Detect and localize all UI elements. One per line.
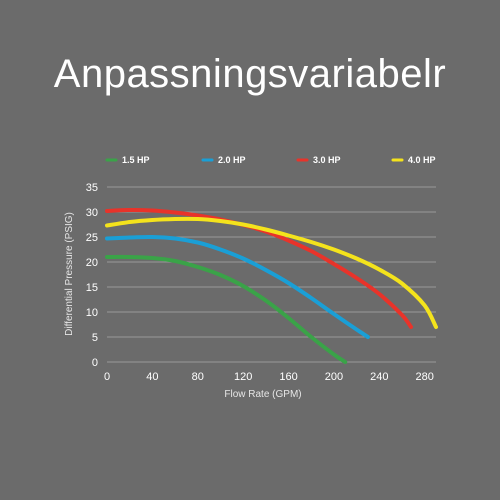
legend-label-3-0-hp: 3.0 HP (313, 155, 341, 165)
x-tick-label: 240 (370, 371, 388, 383)
x-tick-label: 0 (104, 371, 110, 383)
x-tick-label: 80 (192, 371, 204, 383)
y-tick-label: 25 (86, 232, 98, 244)
x-tick-label: 120 (234, 371, 252, 383)
page-title: Anpassningsvariabelr (53, 52, 447, 96)
x-tick-label: 40 (146, 371, 158, 383)
y-tick-label: 20 (86, 257, 98, 269)
x-tick-label: 280 (415, 371, 433, 383)
y-axis-title: Differential Pressure (PSIG) (64, 212, 75, 336)
legend: 1.5 HP 2.0 HP 3.0 HP 4.0 HP (105, 155, 436, 165)
y-tick-label: 0 (92, 357, 98, 369)
y-tick-label: 30 (86, 207, 98, 219)
legend-label-2-0-hp: 2.0 HP (218, 155, 246, 165)
x-axis-ticks: 0 40 80 120 160 200 240 280 (104, 371, 434, 383)
y-tick-label: 35 (86, 182, 98, 194)
x-tick-label: 200 (325, 371, 343, 383)
series-line-2-0-hp (105, 234, 370, 339)
series-line-4-0-hp (105, 216, 438, 329)
y-axis-ticks: 0 5 10 15 20 25 30 35 (86, 182, 98, 369)
grid-lines (107, 186, 436, 363)
y-tick-label: 15 (86, 282, 98, 294)
legend-label-4-0-hp: 4.0 HP (408, 155, 436, 165)
series-lines (105, 207, 438, 364)
x-tick-label: 160 (279, 371, 297, 383)
y-tick-label: 10 (86, 307, 98, 319)
series-line-1-5-hp (105, 254, 348, 364)
x-axis-title: Flow Rate (GPM) (224, 389, 301, 400)
legend-label-1-5-hp: 1.5 HP (122, 155, 150, 165)
y-tick-label: 5 (92, 332, 98, 344)
